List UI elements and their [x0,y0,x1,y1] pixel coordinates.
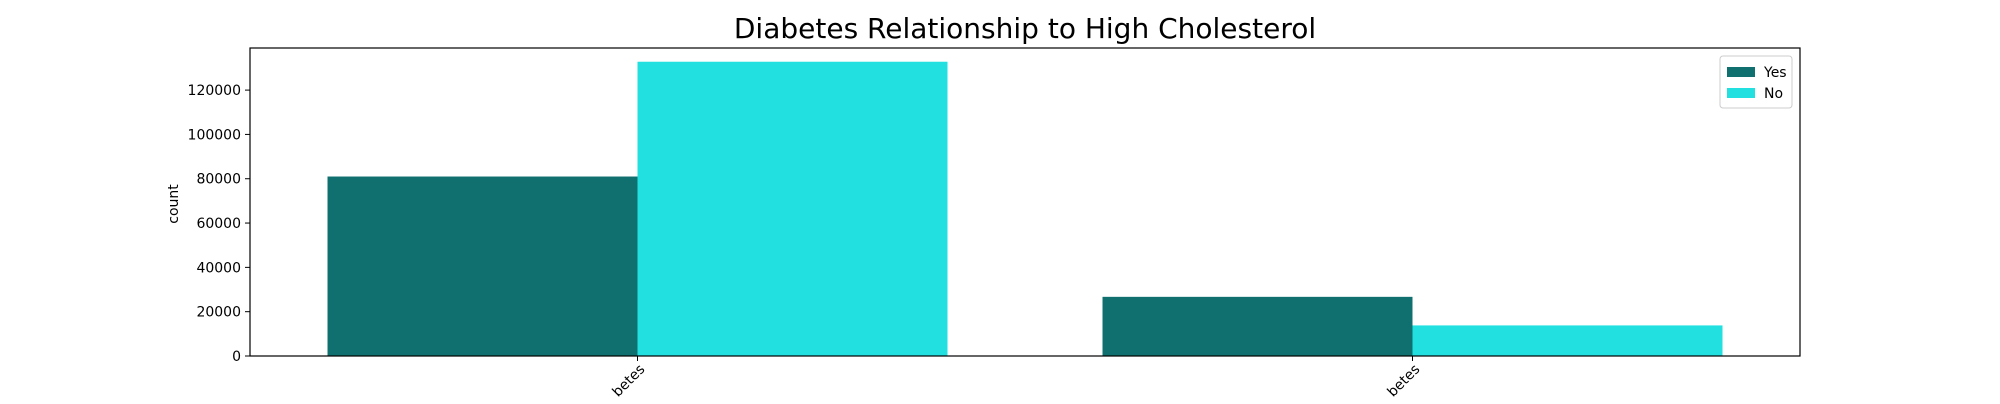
bar-yes-0 [327,176,638,356]
legend-label-no: No [1764,86,1783,102]
x-tick-label: betes [610,362,649,400]
x-axis-ticks: betes betes [610,356,1424,400]
chart-title: Diabetes Relationship to High Cholestero… [734,12,1316,45]
bar-no-1 [1412,325,1723,356]
y-tick-label: 60000 [196,216,241,232]
legend-label-yes: Yes [1763,65,1787,81]
y-tick-label: 120000 [188,83,241,99]
bars-layer [327,61,1723,357]
legend-swatch-yes [1727,67,1755,77]
y-tick-label: 0 [232,349,241,365]
legend-swatch-no [1727,88,1755,98]
y-tick-label: 100000 [188,127,241,143]
y-tick-label: 80000 [196,172,241,188]
plot-area-frame [249,47,1801,357]
x-tick-label: betes [1385,362,1424,400]
y-tick-label: 40000 [196,260,241,276]
bar-no-0 [637,61,948,357]
y-axis-ticks: 0 20000 40000 60000 80000 100000 120000 [188,83,250,365]
bar-yes-1 [1102,296,1413,356]
y-axis-label: count [166,184,182,224]
y-tick-label: 20000 [196,305,241,321]
legend: Yes No [1719,55,1793,109]
